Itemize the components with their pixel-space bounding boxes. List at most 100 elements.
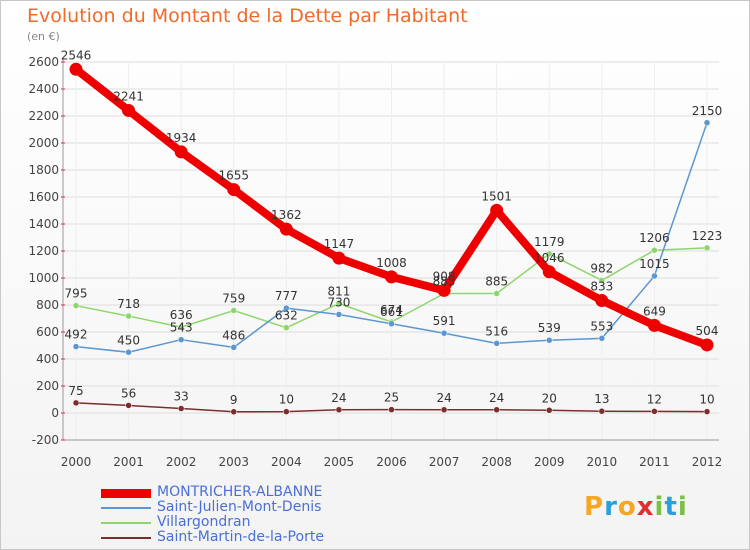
data-label: 982	[590, 261, 613, 275]
data-label: 885	[433, 275, 456, 289]
logo-letter: t	[664, 492, 678, 522]
series-point-0	[647, 318, 661, 332]
data-label: 1655	[218, 169, 249, 183]
data-label: 25	[384, 391, 399, 405]
data-label: 1046	[534, 251, 565, 265]
logo-letter: r	[604, 492, 618, 522]
data-label: 492	[65, 328, 88, 342]
y-tick-label: 1400	[28, 217, 59, 231]
data-label: 56	[121, 386, 136, 400]
data-label: 1362	[271, 208, 302, 222]
series-point-2	[125, 312, 132, 320]
data-label: 811	[327, 285, 350, 299]
data-label: 539	[538, 321, 561, 335]
series-point-3	[125, 402, 132, 409]
series-point-2	[651, 246, 658, 254]
series-point-2	[283, 324, 290, 331]
series-point-0	[69, 62, 83, 76]
data-label: 33	[174, 390, 189, 404]
legend-swatch	[101, 507, 151, 509]
x-tick-label: 2009	[534, 455, 565, 469]
data-label: 543	[170, 321, 193, 335]
legend-label: Saint-Julien-Mont-Denis	[157, 499, 322, 515]
data-label: 2241	[113, 89, 144, 103]
y-tick-label: 2600	[28, 55, 59, 69]
series-point-3	[440, 406, 448, 414]
series-point-0	[122, 103, 136, 117]
chart-unit: (en €)	[27, 30, 60, 43]
data-label: 674	[380, 303, 403, 317]
series-point-1	[703, 119, 711, 126]
data-label: 553	[590, 319, 613, 333]
data-label: 9	[230, 393, 238, 407]
data-label: 1147	[324, 237, 355, 251]
logo-letter: o	[617, 492, 637, 522]
series-point-0	[595, 294, 609, 308]
series-point-3	[493, 406, 500, 414]
data-label: 13	[594, 392, 609, 406]
y-tick-label: 1200	[28, 244, 59, 258]
y-tick-label: 2000	[28, 136, 59, 150]
series-point-0	[332, 251, 346, 265]
series-point-0	[542, 265, 556, 279]
y-tick-label: 2200	[28, 109, 59, 123]
series-point-3	[230, 408, 237, 416]
y-tick-label: 1000	[28, 271, 59, 285]
series-point-2	[546, 250, 553, 258]
series-point-2	[335, 300, 343, 307]
series-point-1	[230, 344, 237, 351]
y-tick-label: 600	[36, 325, 59, 339]
y-tick-label: 200	[36, 379, 59, 393]
series-point-1	[546, 336, 553, 344]
series-point-1	[493, 340, 500, 347]
series-point-0	[174, 145, 188, 159]
logo-letter: P	[584, 492, 605, 522]
series-point-3	[546, 407, 553, 414]
series-point-2	[177, 323, 185, 331]
data-label: 2150	[692, 104, 723, 118]
legend-swatch	[101, 488, 151, 498]
data-label: 1015	[639, 257, 670, 271]
series-point-3	[598, 407, 606, 415]
series-point-2	[493, 290, 500, 297]
y-tick-label: 400	[36, 352, 59, 366]
data-label: 1934	[166, 131, 197, 145]
series-point-3	[388, 406, 395, 413]
data-label: 450	[117, 333, 140, 347]
series-point-0	[490, 203, 504, 217]
x-tick-label: 2002	[166, 455, 197, 469]
data-label: 1501	[481, 189, 512, 203]
data-label: 649	[643, 304, 666, 318]
series-point-2	[598, 277, 606, 284]
x-tick-label: 2010	[587, 455, 618, 469]
data-label: 1223	[692, 229, 723, 243]
y-tick-label: 1600	[28, 190, 59, 204]
data-label: 24	[489, 391, 504, 405]
data-label: 12	[647, 392, 662, 406]
data-label: 486	[222, 328, 245, 342]
data-label: 661	[380, 305, 403, 319]
series-point-1	[651, 272, 658, 280]
data-label: 504	[696, 324, 719, 338]
y-tick-label: 2400	[28, 82, 59, 96]
data-label: 759	[222, 292, 245, 306]
series-point-3	[651, 408, 658, 415]
series-point-0	[385, 270, 398, 284]
proxiti-logo: Proxiti	[584, 492, 688, 522]
series-point-2	[703, 244, 711, 252]
series-point-1	[177, 336, 185, 343]
x-tick-label: 2008	[481, 455, 512, 469]
data-label: 10	[699, 393, 714, 407]
x-tick-label: 2003	[218, 455, 249, 469]
series-point-0	[227, 183, 241, 197]
data-label: 833	[590, 280, 613, 294]
data-label: 24	[436, 391, 451, 405]
data-label: 591	[433, 314, 456, 328]
data-label: 1206	[639, 231, 670, 245]
series-point-1	[388, 320, 395, 328]
series-point-1	[335, 311, 343, 318]
data-label: 718	[117, 297, 140, 311]
x-tick-label: 2011	[639, 455, 670, 469]
